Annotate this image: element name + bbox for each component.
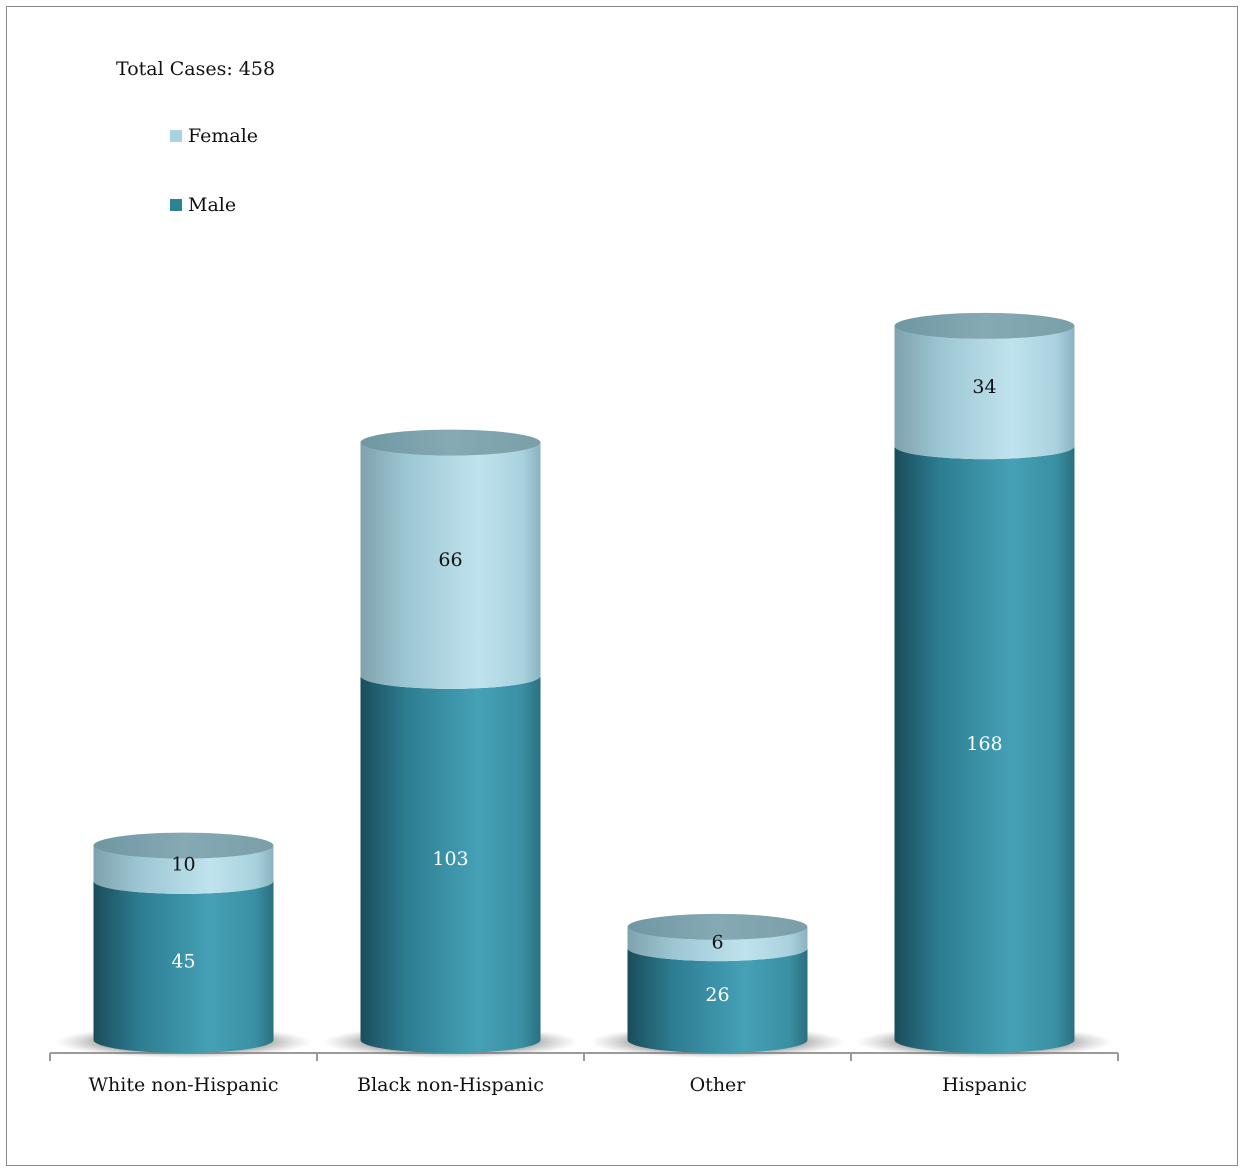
bar-top-cap: [894, 312, 1075, 339]
legend-item-male: Male: [170, 194, 236, 216]
data-label-male: 103: [432, 848, 468, 870]
x-tick-label: Hispanic: [942, 1074, 1027, 1096]
legend-label-female: Female: [188, 125, 259, 147]
bar-top-cap: [627, 913, 808, 940]
bar-male: [93, 880, 274, 1053]
legend-swatch-female: [170, 130, 182, 142]
bar-female: [627, 926, 808, 962]
data-label-male: 168: [966, 733, 1002, 755]
data-label-male: 45: [171, 950, 195, 972]
bar-top-cap: [360, 429, 541, 456]
cylinder-other: [589, 913, 846, 1058]
data-label-female: 10: [171, 853, 195, 875]
cylinder-black-non-hispanic: [322, 429, 579, 1058]
total-cases-label: Total Cases: 458: [116, 58, 276, 80]
bar-male: [627, 948, 808, 1053]
legend-label-male: Male: [188, 194, 237, 216]
legend-swatch-male: [170, 199, 182, 211]
x-tick-label: White non-Hispanic: [89, 1074, 279, 1096]
bar-male: [360, 675, 541, 1053]
bar-male: [894, 446, 1075, 1053]
bar-female: [93, 845, 274, 894]
cylinder-white-non-hispanic: [55, 832, 312, 1058]
bar-top-cap: [93, 832, 274, 859]
bar-female: [360, 442, 541, 689]
legend-item-female: Female: [170, 125, 258, 147]
data-label-female: 66: [438, 549, 462, 571]
x-tick-label: Other: [690, 1074, 747, 1096]
x-tick-label: Black non-Hispanic: [357, 1074, 544, 1096]
data-label-female: 34: [972, 376, 996, 398]
cylinder-hispanic: [856, 312, 1113, 1058]
data-label-male: 26: [705, 984, 729, 1006]
data-label-female: 6: [711, 931, 723, 953]
bar-female: [894, 325, 1075, 460]
